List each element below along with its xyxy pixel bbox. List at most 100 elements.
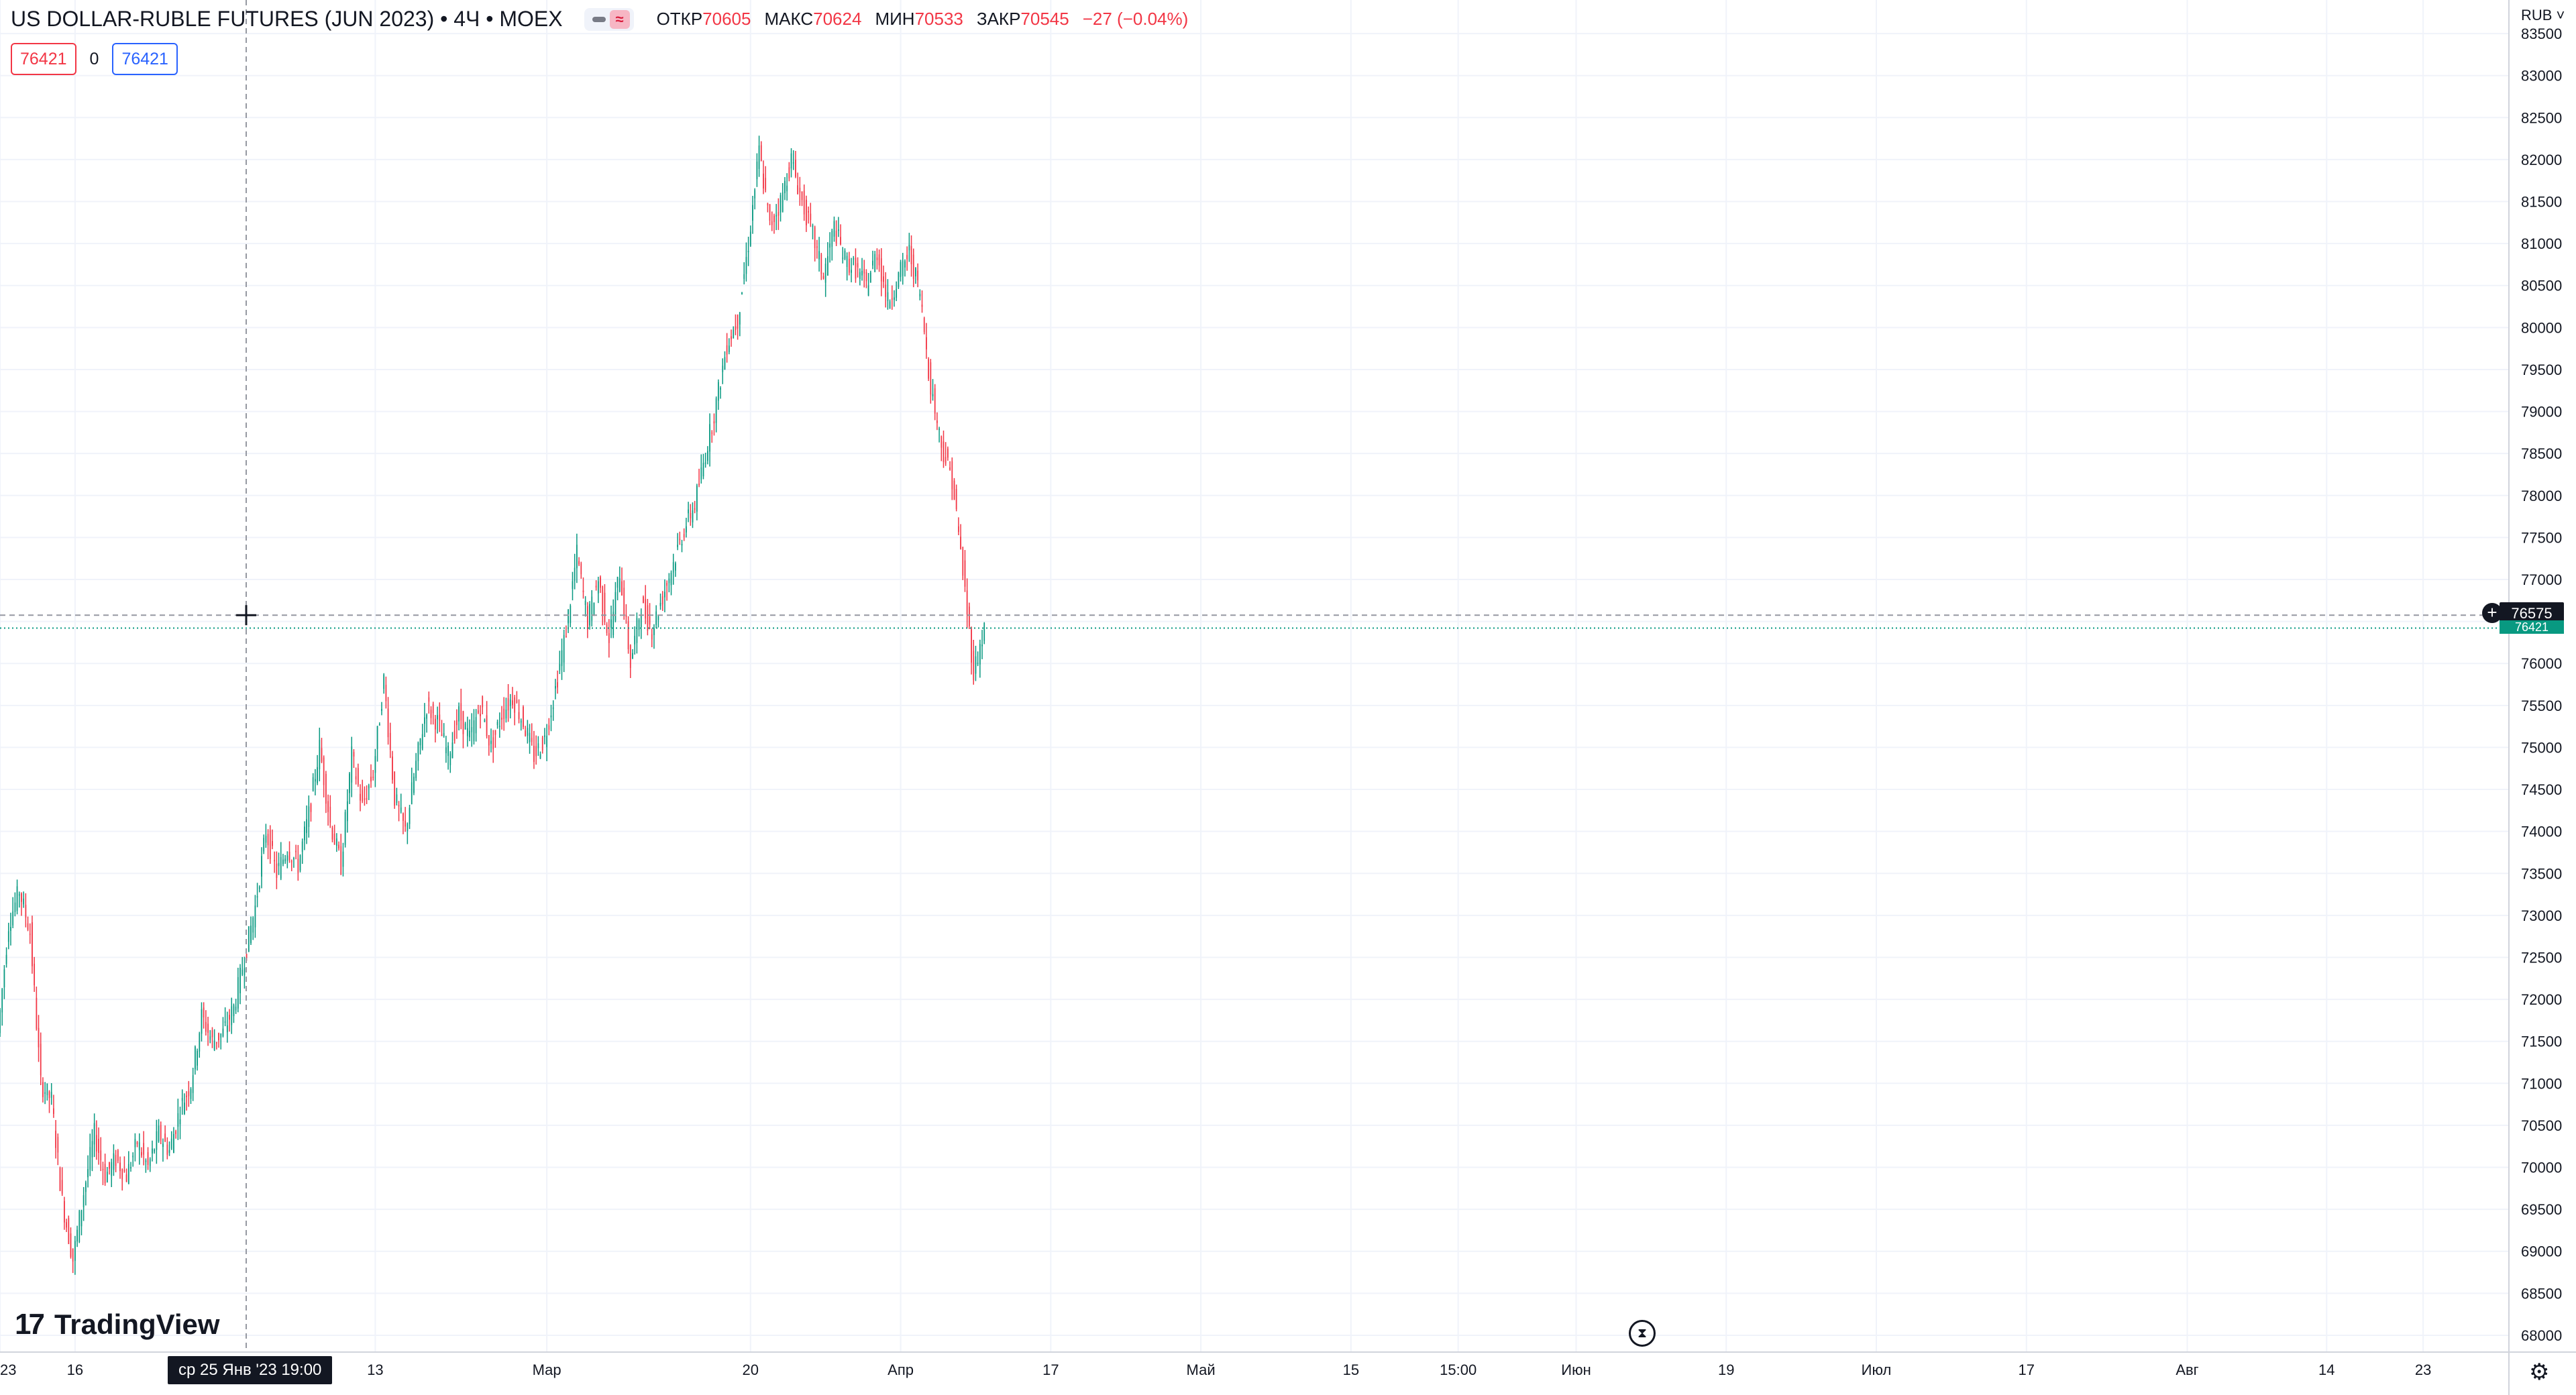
- gear-icon[interactable]: ⚙: [2529, 1359, 2550, 1385]
- candle-body: [370, 777, 372, 782]
- candle-body: [317, 767, 318, 783]
- candle-body: [111, 1162, 113, 1176]
- candle-body: [720, 388, 721, 390]
- candle-body: [773, 215, 775, 223]
- candle-body: [535, 746, 537, 757]
- candle-body: [606, 624, 608, 633]
- candle-body: [835, 231, 837, 243]
- candle-body: [677, 545, 678, 547]
- candle-body: [366, 797, 368, 800]
- candle-body: [891, 298, 893, 300]
- candle-body: [149, 1159, 151, 1166]
- candle-body: [362, 790, 364, 801]
- candle-body: [645, 599, 647, 619]
- y-tick-label: 78000: [2521, 488, 2562, 504]
- crosshair-time-label: ср 25 Янв '23 19:00: [168, 1356, 333, 1384]
- candle-body: [319, 740, 321, 769]
- candle-body: [145, 1160, 147, 1162]
- candle-body: [138, 1142, 140, 1150]
- wave-icon[interactable]: ≈: [609, 9, 630, 29]
- candle-body: [340, 846, 342, 875]
- candle-body: [938, 429, 940, 431]
- candle-body: [698, 484, 700, 486]
- candle-body: [304, 826, 305, 840]
- candle-body: [651, 634, 653, 640]
- candle-body: [627, 621, 629, 649]
- candle-body: [747, 251, 749, 253]
- candle-body: [743, 274, 745, 279]
- currency-selector[interactable]: RUB ˅: [2521, 7, 2565, 23]
- candle-body: [733, 329, 735, 339]
- x-tick-label: Апр: [888, 1361, 914, 1378]
- candle-body: [7, 931, 9, 942]
- hourglass-icon[interactable]: ⧗: [1629, 1320, 1656, 1347]
- candle-body: [917, 270, 919, 280]
- candle-body: [529, 732, 531, 742]
- candle-body: [156, 1131, 158, 1150]
- candle-body: [586, 606, 588, 630]
- candle-body: [930, 362, 932, 395]
- candle-body: [484, 720, 486, 722]
- candle-body: [323, 757, 325, 785]
- x-tick-label: 20: [743, 1361, 759, 1378]
- candle-body: [400, 807, 402, 812]
- candle-body: [329, 806, 331, 823]
- candle-body: [602, 586, 604, 612]
- candle-body: [621, 581, 623, 596]
- x-tick-label: 15: [1343, 1361, 1359, 1378]
- candle-body: [168, 1150, 170, 1153]
- symbol-title[interactable]: US DOLLAR-RUBLE FUTURES (JUN 2023) • 4Ч …: [11, 7, 563, 31]
- candle-body: [274, 860, 276, 862]
- candle-body: [824, 264, 826, 283]
- y-tick-label: 71500: [2521, 1034, 2562, 1050]
- price-change: −27 (−0.04%): [1082, 9, 1189, 29]
- candle-body: [437, 715, 438, 720]
- candle-body: [833, 221, 835, 237]
- plus-circle-icon[interactable]: +: [2482, 603, 2502, 623]
- candle-body: [288, 851, 290, 860]
- tradingview-logo[interactable]: 17 TradingView: [15, 1308, 220, 1341]
- candle-body: [653, 628, 655, 635]
- candle-body: [936, 421, 938, 423]
- candle-body: [657, 616, 659, 620]
- candle-body: [325, 774, 327, 804]
- candle-body: [516, 700, 518, 703]
- indicator-toggle[interactable]: ≈: [584, 7, 634, 31]
- candle-body: [668, 578, 670, 583]
- candle-body: [199, 1033, 201, 1052]
- candle-body: [548, 725, 550, 730]
- candle-body: [177, 1113, 179, 1127]
- buy-button[interactable]: 76421: [112, 43, 178, 75]
- x-tick-label: Июн: [1561, 1361, 1591, 1378]
- x-tick-label: 19: [1718, 1361, 1734, 1378]
- candle-body: [735, 326, 737, 331]
- candle-body: [869, 272, 871, 283]
- candle-body: [109, 1162, 110, 1169]
- candle-body: [16, 886, 18, 911]
- candle-body: [455, 720, 458, 726]
- candle-body: [421, 734, 423, 749]
- candle-body: [195, 1046, 196, 1070]
- y-tick-label: 75500: [2521, 698, 2562, 714]
- candle-body: [775, 215, 777, 217]
- candle-body: [460, 703, 462, 721]
- y-tick-label: 81000: [2521, 235, 2562, 252]
- candle-body: [299, 855, 301, 871]
- y-tick-label: 82500: [2521, 109, 2562, 126]
- candle-body: [902, 260, 904, 276]
- candle-body: [70, 1233, 72, 1258]
- candle-body: [44, 1092, 46, 1094]
- candle-body: [752, 205, 753, 221]
- candle-body: [610, 619, 612, 628]
- candle-body: [315, 779, 316, 782]
- candle-body: [885, 284, 887, 297]
- hide-icon[interactable]: [592, 16, 606, 22]
- candle-body: [25, 904, 27, 918]
- candle-body: [85, 1182, 87, 1192]
- candle-body: [458, 706, 460, 722]
- y-tick-label: 79500: [2521, 361, 2562, 378]
- candle-body: [509, 700, 511, 706]
- sell-button[interactable]: 76421: [11, 43, 76, 75]
- candle-body: [731, 336, 732, 339]
